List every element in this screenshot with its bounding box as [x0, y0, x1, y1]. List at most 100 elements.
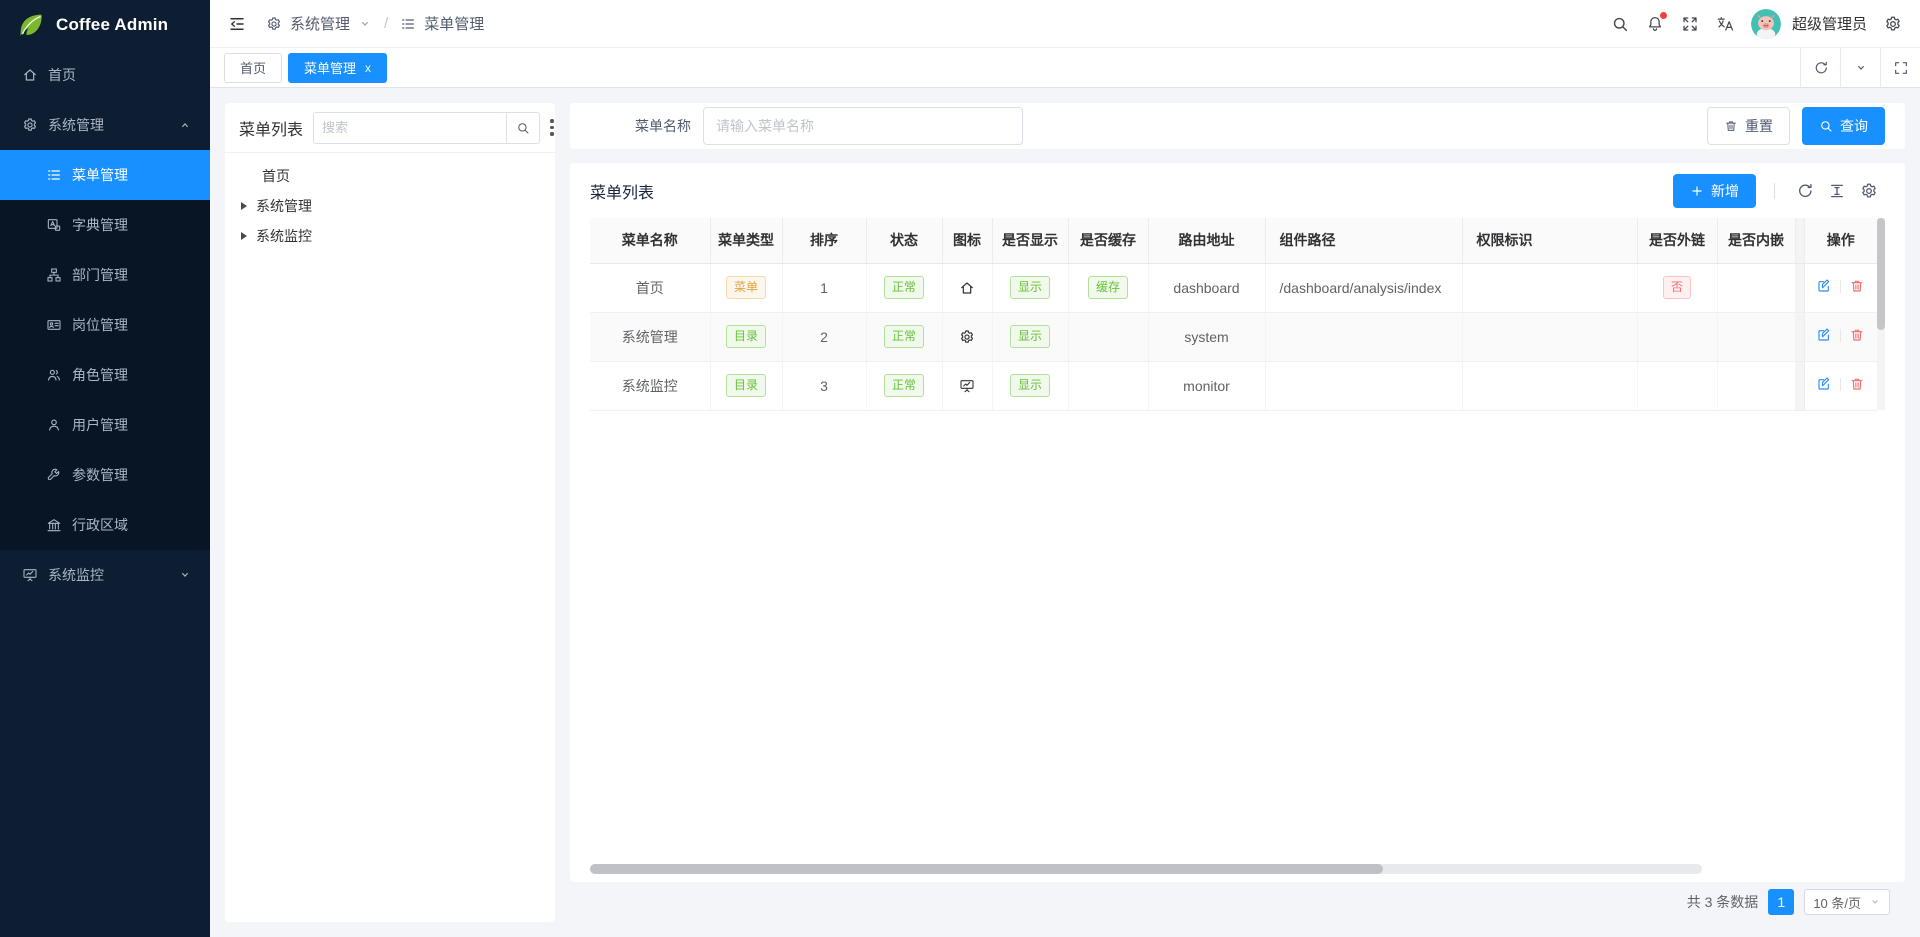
caret-right-icon[interactable]	[241, 232, 247, 240]
scrollbar-thumb[interactable]	[590, 864, 1383, 874]
refresh-table-button[interactable]	[1796, 182, 1814, 200]
breadcrumb: 系统管理 菜单管理	[266, 13, 484, 34]
top-navbar: 系统管理 菜单管理 超级管理员	[210, 0, 1920, 48]
tab-list-dropdown[interactable]	[1840, 47, 1880, 88]
chevron-down-icon	[1869, 896, 1881, 908]
sidebar-item-label: 字典管理	[72, 217, 128, 233]
sidebar-item-menu[interactable]: 菜单管理	[0, 150, 210, 200]
vertical-scrollbar[interactable]	[1877, 218, 1885, 410]
cell-route: dashboard	[1148, 263, 1266, 313]
cell-component	[1265, 312, 1463, 362]
trash-icon	[1849, 278, 1865, 294]
monitor-board-icon	[959, 378, 975, 394]
home-icon	[959, 280, 975, 296]
notifications-button[interactable]	[1646, 11, 1667, 33]
col-menu-type: 菜单类型	[710, 218, 783, 264]
scrollbar-gutter	[1795, 218, 1805, 264]
translate-icon[interactable]	[1716, 15, 1734, 33]
maximize-content-button[interactable]	[1880, 47, 1920, 88]
column-settings-button[interactable]	[1860, 182, 1878, 200]
tree-node-monitor[interactable]: 系统监控	[225, 221, 555, 251]
home-icon	[22, 67, 38, 83]
tree-more-menu[interactable]	[550, 119, 554, 136]
cell-name: 系统监控	[590, 361, 711, 411]
trash-icon	[1724, 119, 1738, 133]
edit-icon	[1816, 278, 1832, 294]
sidebar-group-monitor[interactable]: 系统监控	[0, 550, 210, 600]
edit-button[interactable]	[1816, 278, 1832, 294]
sidebar-group-system[interactable]: 系统管理	[0, 100, 210, 150]
cell-external	[1637, 312, 1718, 362]
tab-menu-management[interactable]: 菜单管理	[288, 52, 388, 83]
horizontal-scrollbar[interactable]	[590, 864, 1702, 874]
sidebar-submenu-system: 菜单管理 字典管理 部门管理 岗位管理 角色管理 用户管理	[0, 150, 210, 550]
chevron-down-icon	[178, 568, 192, 582]
reset-label: 重置	[1745, 118, 1773, 134]
cell-embedded	[1717, 312, 1796, 362]
cell-sort: 2	[782, 312, 867, 362]
col-visible: 是否显示	[992, 218, 1069, 264]
sidebar-collapse-icon[interactable]	[228, 15, 246, 33]
settings-gear-icon[interactable]	[1884, 15, 1902, 33]
sidebar-item-post[interactable]: 岗位管理	[0, 300, 210, 350]
tree-panel-title: 菜单列表	[239, 121, 304, 139]
page-size-value: 10 条/页	[1813, 895, 1861, 911]
cell-embedded	[1717, 361, 1796, 411]
trash-icon	[1849, 327, 1865, 343]
tab-home[interactable]: 首页	[224, 52, 283, 83]
col-cache: 是否缓存	[1068, 218, 1149, 264]
sidebar-item-home[interactable]: 首页	[0, 50, 210, 100]
tree-search-input[interactable]	[313, 111, 507, 144]
user-icon	[46, 417, 62, 433]
delete-button[interactable]	[1849, 278, 1865, 294]
table-row: 系统监控 目录 3 正常 显示 monitor	[590, 361, 1877, 411]
row-height-button[interactable]	[1828, 182, 1846, 200]
tree-node-system[interactable]: 系统管理	[225, 191, 555, 221]
menu-name-input[interactable]	[703, 107, 1023, 145]
sidebar-item-param[interactable]: 参数管理	[0, 450, 210, 500]
monitor-board-icon	[22, 567, 38, 583]
col-sort: 排序	[782, 218, 867, 264]
edit-button[interactable]	[1816, 376, 1832, 392]
cell-sort: 1	[782, 263, 867, 313]
table-header-row: 菜单名称 菜单类型 排序 状态 图标 是否显示 是否缓存 路由地址 组件路径 权…	[590, 218, 1877, 264]
tree-node-home[interactable]: 首页	[225, 161, 555, 191]
delete-button[interactable]	[1849, 376, 1865, 392]
page-size-select[interactable]: 10 条/页	[1804, 889, 1890, 915]
trash-icon	[1849, 376, 1865, 392]
cell-sort: 3	[782, 361, 867, 411]
close-icon[interactable]	[365, 61, 371, 75]
search-button[interactable]: 查询	[1802, 107, 1885, 145]
sidebar-item-label: 首页	[48, 67, 76, 83]
delete-button[interactable]	[1849, 327, 1865, 343]
sidebar-item-label: 行政区域	[72, 517, 128, 533]
cell-external	[1637, 361, 1718, 411]
page-1-button[interactable]: 1	[1768, 889, 1795, 915]
avatar[interactable]	[1751, 9, 1781, 39]
caret-right-icon[interactable]	[241, 202, 247, 210]
search-icon[interactable]	[1611, 15, 1629, 33]
gear-icon	[266, 16, 282, 32]
fullscreen-icon[interactable]	[1681, 15, 1699, 33]
add-button[interactable]: 新增	[1673, 173, 1756, 208]
sidebar-item-region[interactable]: 行政区域	[0, 500, 210, 550]
sidebar-item-role[interactable]: 角色管理	[0, 350, 210, 400]
tree-node-label: 首页	[262, 168, 290, 184]
search-icon	[1819, 119, 1833, 133]
scrollbar-thumb[interactable]	[1877, 218, 1885, 330]
sidebar-item-dict[interactable]: 字典管理	[0, 200, 210, 250]
breadcrumb-group[interactable]: 系统管理	[290, 16, 351, 33]
username[interactable]: 超级管理员	[1791, 16, 1867, 33]
reset-button[interactable]: 重置	[1707, 107, 1790, 145]
refresh-tab-button[interactable]	[1800, 47, 1840, 88]
gear-icon	[959, 329, 975, 345]
edit-button[interactable]	[1816, 327, 1832, 343]
sidebar-item-user[interactable]: 用户管理	[0, 400, 210, 450]
gear-icon	[22, 117, 38, 133]
sidebar-item-dept[interactable]: 部门管理	[0, 250, 210, 300]
tree-search-button[interactable]	[506, 111, 541, 144]
visible-tag: 显示	[1009, 325, 1050, 348]
id-card-icon	[46, 317, 62, 333]
sidebar: Coffee Admin 首页 系统管理 菜单管理 字典管理 部门管理	[0, 0, 210, 937]
